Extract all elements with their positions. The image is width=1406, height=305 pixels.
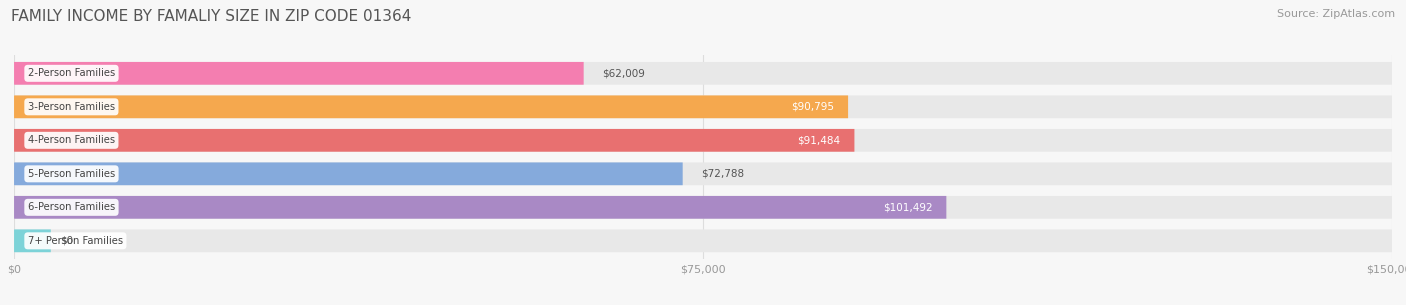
Text: $62,009: $62,009 — [602, 68, 645, 78]
FancyBboxPatch shape — [14, 62, 1392, 85]
Text: 2-Person Families: 2-Person Families — [28, 68, 115, 78]
Text: 3-Person Families: 3-Person Families — [28, 102, 115, 112]
Text: 7+ Person Families: 7+ Person Families — [28, 236, 122, 246]
FancyBboxPatch shape — [14, 129, 855, 152]
FancyBboxPatch shape — [14, 229, 51, 252]
Text: $0: $0 — [60, 236, 73, 246]
Text: Source: ZipAtlas.com: Source: ZipAtlas.com — [1277, 9, 1395, 19]
Text: $91,484: $91,484 — [797, 135, 841, 145]
Text: 4-Person Families: 4-Person Families — [28, 135, 115, 145]
Text: 6-Person Families: 6-Person Families — [28, 202, 115, 212]
FancyBboxPatch shape — [14, 229, 1392, 252]
FancyBboxPatch shape — [14, 196, 1392, 219]
FancyBboxPatch shape — [14, 163, 683, 185]
Text: $72,788: $72,788 — [702, 169, 744, 179]
FancyBboxPatch shape — [14, 196, 946, 219]
Text: FAMILY INCOME BY FAMALIY SIZE IN ZIP CODE 01364: FAMILY INCOME BY FAMALIY SIZE IN ZIP COD… — [11, 9, 412, 24]
FancyBboxPatch shape — [14, 129, 1392, 152]
Text: 5-Person Families: 5-Person Families — [28, 169, 115, 179]
FancyBboxPatch shape — [14, 62, 583, 85]
Text: $90,795: $90,795 — [792, 102, 834, 112]
FancyBboxPatch shape — [14, 95, 1392, 118]
Text: $101,492: $101,492 — [883, 202, 932, 212]
FancyBboxPatch shape — [14, 163, 1392, 185]
FancyBboxPatch shape — [14, 95, 848, 118]
